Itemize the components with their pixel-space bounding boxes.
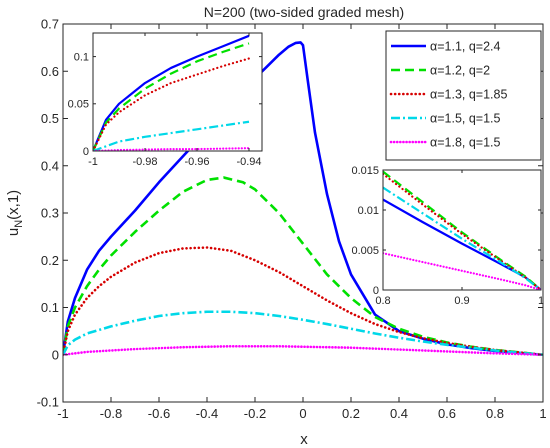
y-axis-label-main: u	[5, 228, 22, 236]
legend-entry-label-1: α=1.1, q=2.4	[430, 40, 501, 54]
main-x-tick-label: 0.4	[390, 406, 408, 421]
main-y-tick-label: 0.5	[41, 111, 59, 126]
legend-entry-label-5: α=1.8, q=1.5	[430, 136, 501, 150]
main-y-tick-label: 0.1	[41, 300, 59, 315]
inset-right-x-tick-label: 1	[538, 295, 544, 307]
inset-right-series-line-4	[383, 186, 541, 290]
inset-right-y-tick-label: 0.01	[358, 205, 379, 217]
inset-right-y-tick-label: 0	[373, 285, 379, 297]
inset-left-series-group	[93, 34, 251, 151]
main-x-tick-label: -1	[57, 406, 69, 421]
legend-box	[385, 30, 542, 161]
main-x-tick-label: 0.2	[342, 406, 360, 421]
y-axis-label: uN(x,1)	[5, 190, 25, 236]
main-y-tick-label: -0.1	[37, 395, 59, 410]
main-x-tick-label: 0.8	[486, 406, 504, 421]
main-x-tick-label: 0	[299, 406, 306, 421]
inset-right-y-tick-label: 0.015	[351, 165, 379, 177]
x-axis-label: x	[300, 431, 308, 448]
main-series-group	[63, 41, 543, 357]
inset-left-series-line-2	[93, 42, 250, 151]
inset-left-plot-area	[93, 33, 262, 151]
inset-right-y-tick-label: 0.005	[351, 245, 379, 257]
main-y-tick-label: 0.3	[41, 206, 59, 221]
inset-right-plot: 0.8 0.9 1 0 0.005 0.01 0.015	[351, 165, 544, 307]
inset-left-series-line-5	[93, 147, 251, 151]
inset-right-series-line-3	[383, 172, 541, 290]
inset-left-x-tick-label: -1	[88, 156, 98, 168]
main-x-tick-label: -0.6	[148, 406, 170, 421]
inset-left-y-tick-label: 0	[83, 146, 89, 158]
main-series-line-4	[63, 310, 543, 357]
inset-left-series-line-3	[93, 57, 251, 151]
main-series-line-5	[63, 344, 543, 357]
inset-left-series-line-4	[93, 120, 250, 151]
main-y-tick-label: 0.6	[41, 64, 59, 79]
legend-entry-label-3: α=1.3, q=1.85	[430, 88, 507, 102]
main-series-line-2	[63, 176, 543, 357]
main-x-tick-label: 1	[539, 406, 546, 421]
main-y-tick-label: 0.7	[41, 17, 59, 32]
main-x-tick-label: -0.4	[196, 406, 218, 421]
legend: α=1.1, q=2.4 α=1.2, q=2 α=1.3, q=1.85 α=1.5…	[385, 30, 542, 161]
inset-left-y-tick-label: 0.05	[68, 99, 89, 111]
y-axis-label-subscript: N	[13, 220, 25, 228]
inset-left-series-line-1	[93, 34, 250, 151]
inset-left-plot: -1 -0.98 -0.96 -0.94 0 0.05 0.1	[68, 32, 263, 168]
main-series-line-1	[63, 41, 543, 357]
inset-left-y-tick-label: 0.1	[74, 51, 89, 63]
legend-entry-label-4: α=1.5, q=1.5	[430, 112, 501, 126]
chart-title: N=200 (two-sided graded mesh)	[204, 4, 404, 20]
main-x-tick-label: 0.6	[438, 406, 456, 421]
inset-right-x-tick-label: 0.8	[375, 295, 390, 307]
inset-right-x-tick-label: 0.9	[454, 295, 469, 307]
inset-left-x-tick-label: -0.96	[184, 156, 209, 168]
main-x-tick-label: -0.8	[100, 406, 122, 421]
legend-entry-label-2: α=1.2, q=2	[430, 64, 490, 78]
main-x-tick-label: -0.2	[244, 406, 266, 421]
main-y-tick-label: 0.4	[41, 158, 59, 173]
main-series-line-3	[63, 246, 543, 357]
main-y-tick-label: 0.2	[41, 253, 59, 268]
inset-left-x-tick-label: -0.98	[132, 156, 157, 168]
inset-right-series-line-5	[383, 252, 541, 290]
inset-right-series-group	[383, 170, 541, 290]
inset-left-x-tick-label: -0.94	[236, 156, 261, 168]
y-axis-label-tail: (x,1)	[5, 190, 22, 220]
main-y-tick-label: 0	[52, 347, 59, 362]
inset-left-axes-box	[92, 32, 263, 152]
